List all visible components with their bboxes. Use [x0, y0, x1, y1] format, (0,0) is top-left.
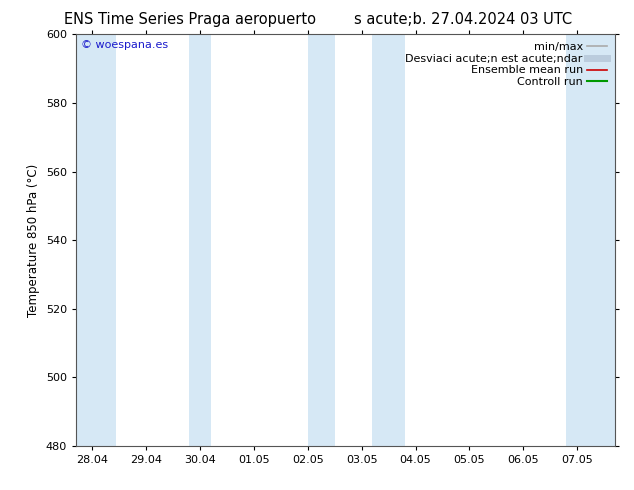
- Bar: [76, 34, 117, 446]
- Bar: [190, 34, 210, 446]
- Bar: [308, 34, 335, 446]
- Text: s acute;b. 27.04.2024 03 UTC: s acute;b. 27.04.2024 03 UTC: [354, 12, 572, 27]
- Legend: min/max, Desviaci acute;n est acute;ndar, Ensemble mean run, Controll run: min/max, Desviaci acute;n est acute;ndar…: [403, 40, 609, 89]
- Y-axis label: Temperature 850 hPa (°C): Temperature 850 hPa (°C): [27, 164, 40, 317]
- Text: © woespana.es: © woespana.es: [81, 41, 169, 50]
- Text: ENS Time Series Praga aeropuerto: ENS Time Series Praga aeropuerto: [64, 12, 316, 27]
- Bar: [567, 34, 615, 446]
- Bar: [373, 34, 405, 446]
